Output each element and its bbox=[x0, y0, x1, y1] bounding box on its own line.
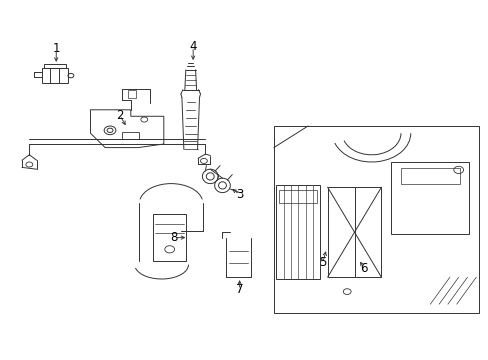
Bar bbox=[153, 214, 186, 261]
Bar bbox=[273, 126, 478, 313]
Text: 5: 5 bbox=[318, 256, 326, 269]
Text: 8: 8 bbox=[169, 231, 177, 244]
Text: 6: 6 bbox=[360, 262, 367, 275]
Text: 3: 3 bbox=[235, 188, 243, 201]
Bar bbox=[122, 132, 139, 139]
Bar bbox=[276, 185, 320, 279]
Text: 2: 2 bbox=[116, 109, 123, 122]
Bar bbox=[44, 64, 66, 68]
Bar bbox=[390, 162, 468, 234]
Bar bbox=[128, 90, 136, 98]
Bar bbox=[279, 190, 317, 203]
Text: 4: 4 bbox=[189, 40, 197, 53]
Bar bbox=[400, 168, 459, 184]
Bar bbox=[327, 187, 381, 277]
Bar bbox=[41, 68, 68, 83]
Text: 1: 1 bbox=[52, 42, 60, 55]
Text: 7: 7 bbox=[235, 283, 243, 296]
